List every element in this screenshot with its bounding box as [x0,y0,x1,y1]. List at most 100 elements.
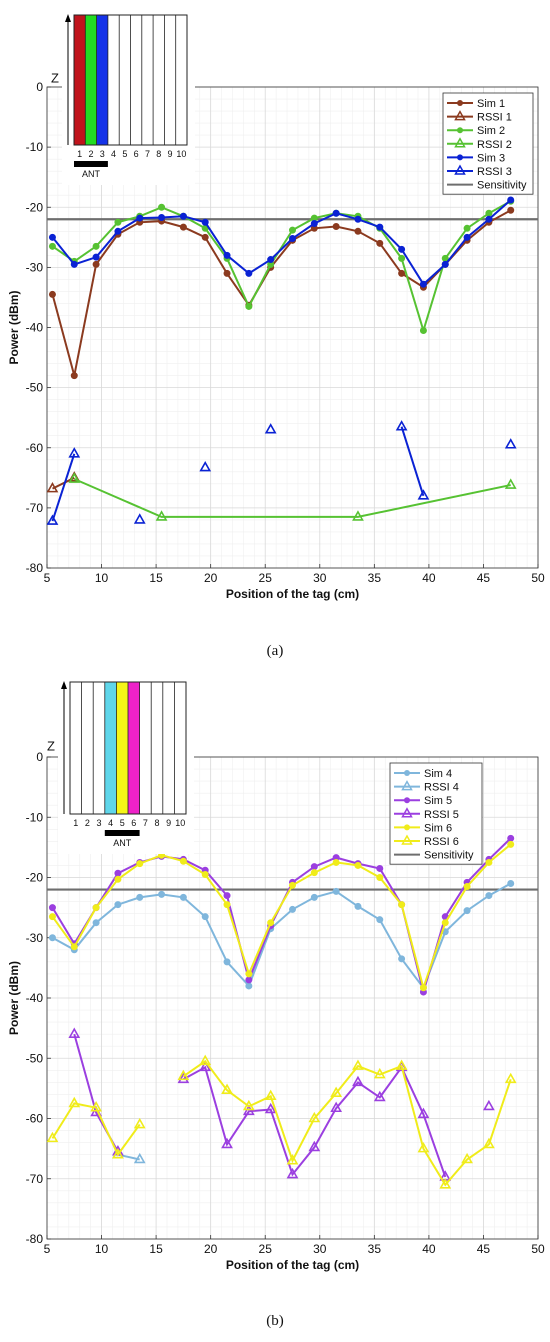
data-point [332,858,340,866]
data-point [485,215,493,223]
data-point [68,1096,81,1108]
data-point [48,233,56,241]
data-point [419,280,427,288]
x-tick-label: 5 [44,571,51,585]
series-rssi-6 [46,1054,517,1189]
series-line [51,209,512,376]
data-point [330,1101,343,1113]
y-tick-label: -40 [26,321,44,335]
data-point [332,222,340,230]
legend-label: Sim 5 [424,795,452,807]
data-point [376,874,384,881]
inset-slot-label: 5 [122,149,127,159]
data-point [461,1152,473,1164]
data-point [114,227,122,235]
x-tick-label: 30 [313,1242,327,1256]
data-point [352,1059,364,1070]
data-point [463,224,471,232]
z-axis-arrowhead [61,681,67,689]
legend-label: Sensitivity [477,180,527,192]
data-point [439,1178,452,1189]
data-point [332,887,340,895]
data-point [310,219,318,227]
y-tick-label: -80 [26,561,44,575]
data-point [507,834,515,842]
x-tick-label: 25 [259,571,273,585]
data-point [112,1148,124,1159]
inset-slot-label: 1 [77,149,82,159]
data-point [376,916,384,924]
legend-item-sim-1: Sim 1 [447,98,505,110]
data-point [92,260,100,268]
y-tick-label: -40 [26,991,44,1005]
legend-item-sensitivity: Sensitivity [394,850,474,862]
data-point [441,260,449,268]
series-sim-4 [48,880,515,992]
inset-slot-label: 10 [176,149,186,159]
data-point [201,870,209,878]
data-point [179,893,187,901]
legend-label: Sim 4 [424,768,452,780]
x-tick-label: 35 [368,571,382,585]
legend-label: RSSI 5 [424,809,459,821]
legend-item-rssi-2: RSSI 2 [447,137,512,151]
data-point [507,880,515,888]
data-point [245,976,253,984]
legend-marker [404,770,410,776]
y-tick-label: -50 [26,1051,44,1065]
legend-item-rssi-6: RSSI 6 [394,834,459,848]
legend-marker [454,137,466,148]
inset-slot-label: 9 [166,818,171,828]
x-tick-label: 20 [204,1242,218,1256]
data-point [332,209,340,217]
data-point [286,1167,299,1179]
legend-marker [457,100,463,106]
series-line [51,1102,141,1157]
data-point [504,478,517,489]
data-point [308,1140,321,1152]
data-point [158,890,166,898]
data-point [419,327,427,335]
data-point [68,472,81,483]
legend-label: Sensitivity [424,850,474,862]
inset-slot-label: 2 [88,149,93,159]
inset-slot-label: 1 [73,818,78,828]
data-point [223,251,231,259]
inset-slot-fill [116,682,128,814]
y-tick-label: -30 [26,260,44,274]
data-point [48,904,56,912]
legend-item-rssi-5: RSSI 5 [394,807,459,821]
y-axis-label: Power (dBm) [7,961,21,1035]
series-line [51,453,76,522]
chart-panel-b: 5 10 15 20 25 30 35 40 45 50 0 -10 -20 -30 -40 -50 -60 -7… [0,668,550,1308]
data-point [114,901,122,909]
data-point [70,260,78,268]
y-tick-label: 0 [36,750,43,764]
data-point [92,242,100,250]
legend-label: RSSI 6 [424,836,459,848]
legend-item-sim-3: Sim 3 [447,152,505,164]
data-point [352,510,364,521]
data-point [373,1067,386,1079]
data-point [398,245,406,253]
legend-label: Sim 3 [477,152,505,164]
y-tick-label: -70 [26,1172,44,1186]
data-point [133,1117,146,1129]
series-line [51,199,512,286]
data-point [267,919,275,927]
data-point [308,1111,321,1123]
data-point [507,206,515,214]
data-point [92,904,100,912]
data-point [354,227,362,235]
y-tick-label: -10 [26,140,44,154]
data-point [417,1107,430,1119]
y-tick-label: -60 [26,441,44,455]
y-tick-label: -30 [26,931,44,945]
data-point [289,235,296,243]
data-point [507,840,515,848]
legend-marker [404,824,410,831]
data-point [289,905,296,913]
data-point [245,982,253,990]
legend-item-sim-6: Sim 6 [394,822,452,834]
legend-marker [454,164,466,175]
